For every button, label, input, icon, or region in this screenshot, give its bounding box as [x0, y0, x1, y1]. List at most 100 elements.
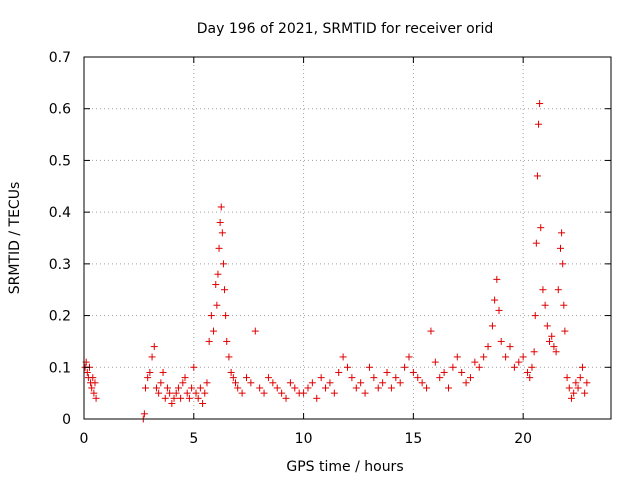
data-point: [427, 327, 435, 335]
data-point: [335, 368, 343, 376]
data-point: [495, 306, 503, 314]
data-point: [222, 312, 230, 320]
data-point: [218, 229, 226, 237]
data-point: [146, 368, 154, 376]
data-point: [163, 384, 171, 392]
data-point: [172, 389, 180, 397]
data-point: [339, 353, 347, 361]
data-point: [409, 368, 417, 376]
data-point: [352, 384, 360, 392]
y-tick-label: 0.2: [49, 309, 71, 325]
data-point: [567, 394, 575, 402]
x-tick-labels: 0 5 10 15 20: [80, 431, 533, 447]
data-point: [570, 389, 578, 397]
data-point: [89, 374, 97, 382]
data-point: [247, 379, 255, 387]
data-point: [317, 374, 325, 382]
x-axis-label: GPS time / hours: [286, 459, 403, 475]
data-point: [190, 363, 198, 371]
data-point: [300, 389, 308, 397]
data-point: [414, 374, 422, 382]
plot-frame: [83, 56, 612, 420]
data-point: [269, 379, 277, 387]
data-point: [256, 384, 264, 392]
data-point: [234, 384, 242, 392]
data-point: [348, 374, 356, 382]
data-point: [449, 363, 457, 371]
data-point: [264, 374, 272, 382]
x-tick-label: 15: [404, 431, 422, 447]
data-point: [526, 374, 534, 382]
data-point: [493, 275, 501, 283]
data-point: [157, 379, 165, 387]
data-point: [229, 374, 237, 382]
y-tick-label: 0.5: [49, 153, 71, 169]
data-point: [188, 384, 196, 392]
data-point: [152, 384, 160, 392]
data-point: [510, 363, 518, 371]
y-tick-label: 0: [62, 412, 71, 428]
data-point: [497, 337, 505, 345]
data-point: [273, 384, 281, 392]
data-point: [168, 399, 176, 407]
data-point: [418, 379, 426, 387]
gridlines: [84, 57, 611, 419]
data-point: [563, 374, 571, 382]
data-point: [232, 379, 240, 387]
data-point: [322, 384, 330, 392]
x-tick-label: 0: [80, 431, 89, 447]
data-point: [561, 327, 569, 335]
data-point: [506, 343, 514, 351]
data-point: [286, 379, 294, 387]
data-point: [535, 120, 543, 128]
data-point: [436, 374, 444, 382]
data-point: [480, 353, 488, 361]
data-point: [192, 389, 200, 397]
data-point: [574, 384, 582, 392]
data-point: [308, 379, 316, 387]
data-point: [357, 379, 365, 387]
x-tick-label: 10: [295, 431, 313, 447]
data-point: [144, 374, 152, 382]
data-point: [238, 389, 246, 397]
data-point: [550, 343, 558, 351]
data-point: [531, 312, 539, 320]
data-point: [282, 394, 290, 402]
data-point: [379, 379, 387, 387]
y-tick-label: 0.3: [49, 257, 71, 273]
data-point: [207, 312, 215, 320]
data-point: [560, 301, 568, 309]
data-point: [558, 229, 566, 237]
data-point: [210, 327, 218, 335]
y-tick-label: 0.1: [49, 360, 71, 376]
data-point: [88, 384, 96, 392]
data-point: [361, 389, 369, 397]
data-point: [536, 100, 544, 108]
data-point: [484, 343, 492, 351]
data-point: [170, 394, 178, 402]
data-point: [502, 353, 510, 361]
data-point: [225, 353, 233, 361]
data-point: [199, 399, 207, 407]
data-point: [242, 374, 250, 382]
data-point: [166, 389, 174, 397]
x-tick-label: 5: [189, 431, 198, 447]
data-point: [537, 224, 545, 232]
data-point: [466, 374, 474, 382]
data-point: [194, 394, 202, 402]
data-point: [155, 389, 163, 397]
data-point: [533, 172, 541, 180]
data-point: [159, 368, 167, 376]
y-tick-labels: 0 0.1 0.2 0.3 0.4 0.5 0.6 0.7: [49, 50, 71, 428]
data-point: [541, 301, 549, 309]
data-point: [515, 358, 523, 366]
data-point: [213, 301, 221, 309]
y-tick-label: 0.6: [49, 102, 71, 118]
axis-ticks: [83, 56, 611, 420]
data-point: [458, 368, 466, 376]
data-point: [383, 368, 391, 376]
data-point: [453, 353, 461, 361]
data-point: [552, 348, 560, 356]
